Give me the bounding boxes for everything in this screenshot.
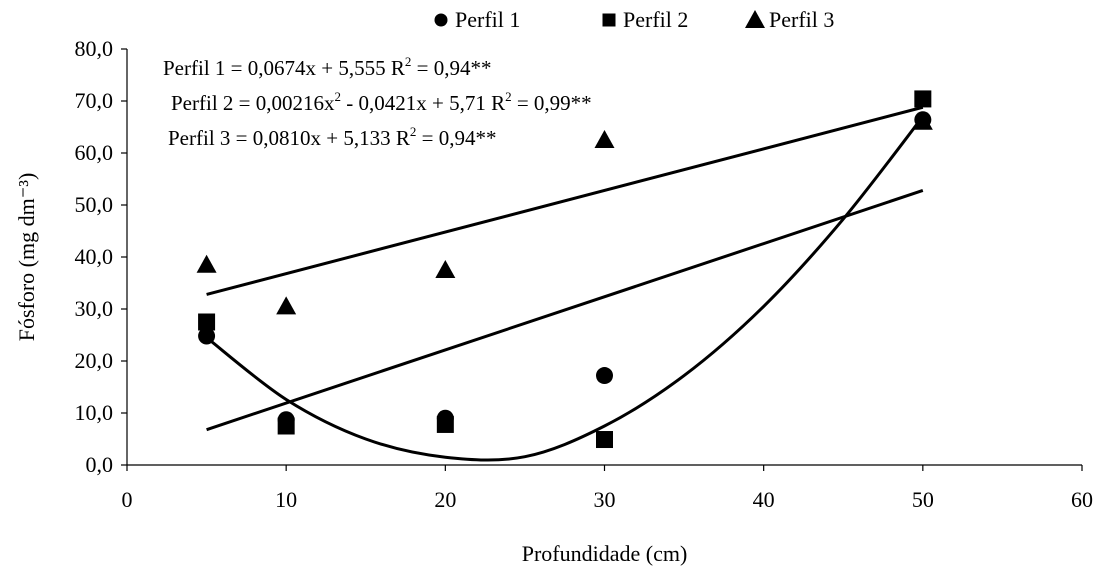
x-tick-label: 0 xyxy=(122,487,133,512)
fit-lines xyxy=(205,105,925,462)
x-tick-label: 10 xyxy=(275,487,297,512)
y-axis-title: Fósforo (mg dm⁻³) xyxy=(14,173,39,342)
legend-item-perfil-2: Perfil 2 xyxy=(602,7,688,32)
data-points xyxy=(196,90,933,449)
legend: Perfil 1 Perfil 2 Perfil 3 xyxy=(434,7,834,32)
y-tick-label: 10,0 xyxy=(75,400,114,425)
point-perfil-3 xyxy=(435,260,456,278)
regression-equations: Perfil 1 = 0,0674x + 5,555 R2 = 0,94** Pe… xyxy=(163,54,592,150)
y-tick-label: 40,0 xyxy=(75,244,114,269)
x-tick-label: 20 xyxy=(434,487,456,512)
equation-perfil-1: Perfil 1 = 0,0674x + 5,555 R2 = 0,94** xyxy=(163,54,491,80)
point-perfil-2 xyxy=(596,431,613,449)
y-tick-label: 30,0 xyxy=(75,296,114,321)
legend-item-perfil-1: Perfil 1 xyxy=(434,7,520,32)
point-perfil-1 xyxy=(198,327,216,345)
legend-label: Perfil 1 xyxy=(455,7,520,32)
point-perfil-2 xyxy=(436,415,454,433)
legend-item-perfil-3: Perfil 3 xyxy=(745,7,834,32)
point-perfil-3 xyxy=(276,296,297,315)
y-tick-label: 70,0 xyxy=(75,88,114,113)
trend-curve xyxy=(205,115,925,462)
x-tick-label: 30 xyxy=(594,487,616,512)
legend-marker xyxy=(745,10,765,28)
point-perfil-2 xyxy=(277,417,295,435)
point-perfil-3 xyxy=(594,130,615,148)
y-tick-label: 60,0 xyxy=(75,140,114,165)
legend-marker xyxy=(434,13,448,27)
y-tick-label: 50,0 xyxy=(75,192,114,217)
point-perfil-2 xyxy=(914,90,932,108)
equation-perfil-2: Perfil 2 = 0,00216x2 - 0,0421x + 5,71 R2… xyxy=(171,89,592,115)
x-axis-title: Profundidade (cm) xyxy=(522,541,688,566)
equation-perfil-3: Perfil 3 = 0,0810x + 5,133 R2 = 0,94** xyxy=(168,124,496,150)
axes: 0 10 20 30 40 50 60 0,0 10,0 20,0 30,0 40,0 50,0 60,0… xyxy=(75,36,1094,512)
y-tick-label: 0,0 xyxy=(86,452,114,477)
x-tick-label: 60 xyxy=(1071,487,1093,512)
trend-line xyxy=(206,105,924,296)
legend-label: Perfil 3 xyxy=(769,7,834,32)
point-perfil-3 xyxy=(912,111,933,130)
trend-line xyxy=(206,189,924,432)
y-tick-label: 80,0 xyxy=(75,36,114,61)
legend-marker xyxy=(602,13,616,27)
legend-label: Perfil 2 xyxy=(623,7,688,32)
point-perfil-2 xyxy=(198,313,216,331)
point-perfil-1 xyxy=(596,367,613,385)
y-tick-label: 20,0 xyxy=(75,348,114,373)
point-perfil-3 xyxy=(196,254,217,273)
x-tick-label: 40 xyxy=(753,487,775,512)
x-tick-label: 50 xyxy=(912,487,934,512)
